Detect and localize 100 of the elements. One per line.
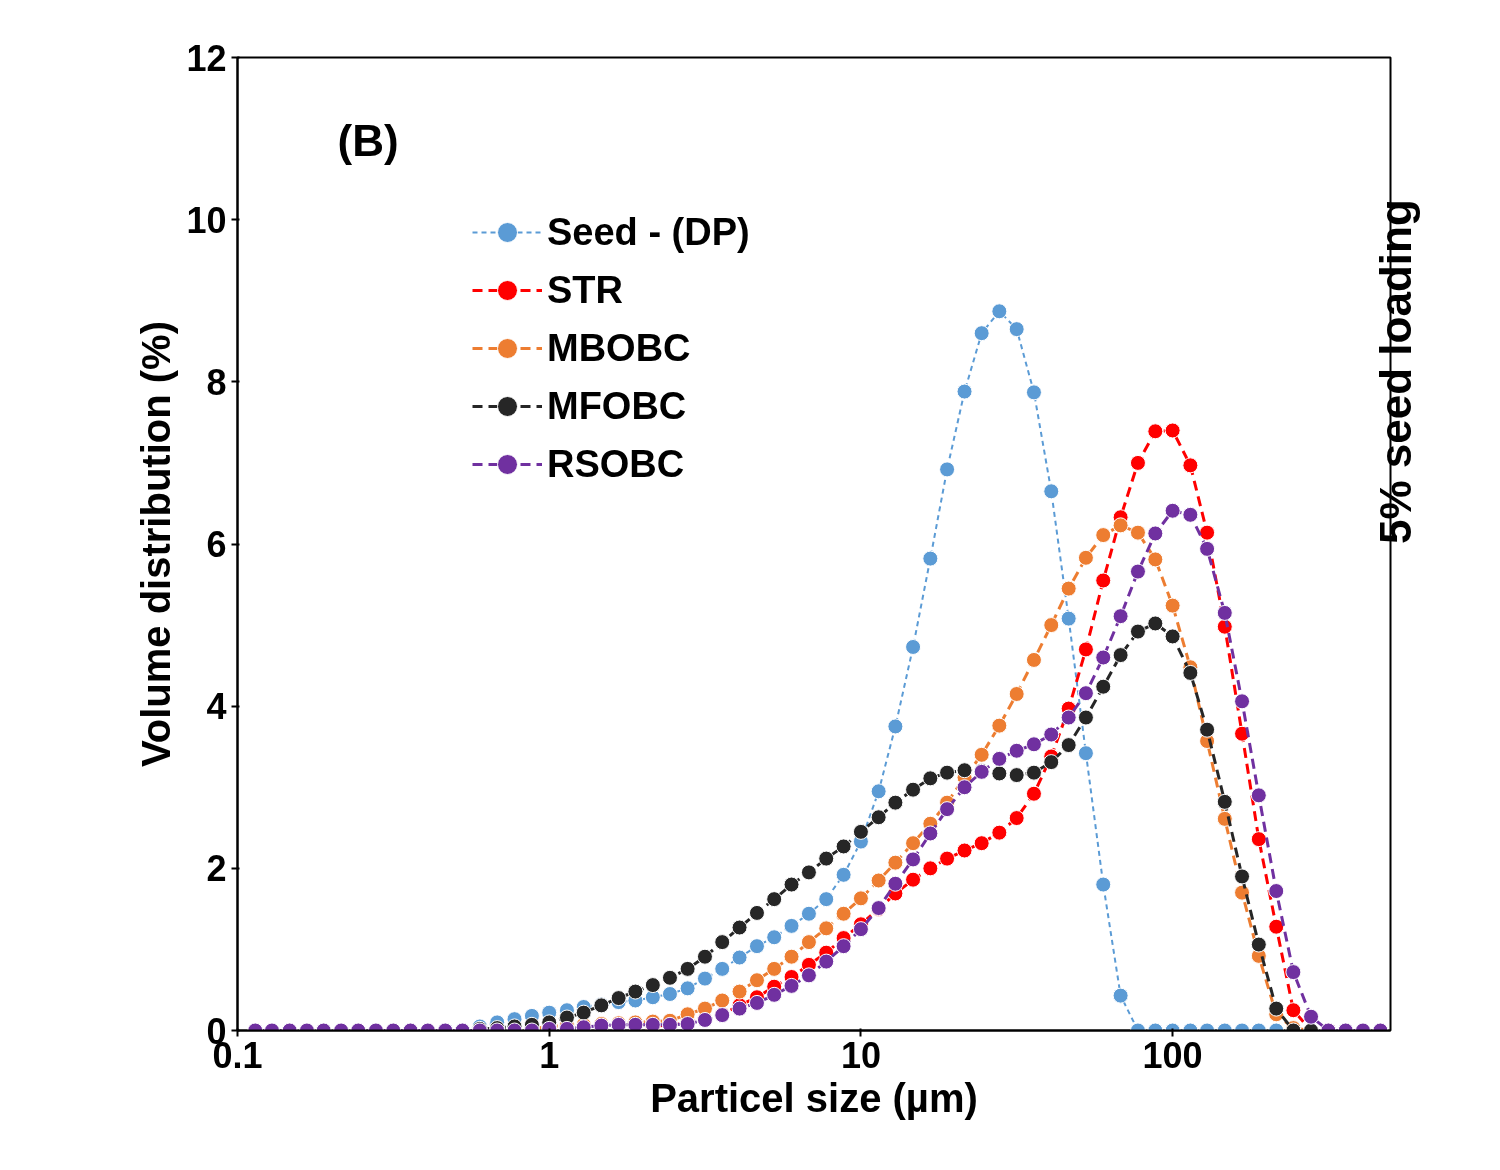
point	[1268, 918, 1285, 935]
point	[852, 890, 869, 907]
point	[818, 920, 835, 937]
point	[1250, 831, 1267, 848]
x-tick-label: 100	[1142, 1034, 1203, 1076]
point	[956, 762, 973, 779]
point	[1043, 617, 1060, 634]
point	[575, 1004, 592, 1021]
point	[922, 860, 939, 877]
point	[714, 934, 731, 951]
point	[1025, 384, 1042, 401]
legend-label: RSOBC	[547, 442, 685, 486]
y-tick-label: 4	[206, 686, 227, 728]
y-tick-label: 12	[186, 37, 227, 79]
point	[783, 948, 800, 965]
point	[661, 969, 678, 986]
point	[679, 960, 696, 977]
point	[1008, 321, 1025, 338]
point	[1268, 1000, 1285, 1017]
point	[1285, 1002, 1302, 1019]
point	[1216, 793, 1233, 810]
point	[1112, 647, 1129, 664]
point	[1095, 527, 1112, 544]
point	[905, 781, 922, 798]
point	[922, 770, 939, 787]
point	[870, 809, 887, 826]
point	[783, 917, 800, 934]
point	[991, 717, 1008, 734]
point	[1060, 580, 1077, 597]
point	[748, 904, 765, 921]
point	[800, 905, 817, 922]
point	[748, 972, 765, 989]
annotation: (B)	[337, 115, 399, 165]
point	[679, 980, 696, 997]
point	[1043, 754, 1060, 771]
point	[1182, 664, 1199, 681]
point	[939, 764, 956, 781]
point	[1025, 764, 1042, 781]
point	[1077, 549, 1094, 566]
point	[1182, 457, 1199, 474]
point	[905, 871, 922, 888]
point	[1164, 597, 1181, 614]
point	[714, 992, 731, 1009]
point	[766, 960, 783, 977]
point	[956, 842, 973, 859]
point	[1164, 628, 1181, 645]
point	[1199, 524, 1216, 541]
y-tick-label: 8	[206, 361, 227, 403]
point	[1008, 686, 1025, 702]
point	[1147, 615, 1164, 632]
point	[661, 986, 678, 1002]
point	[800, 864, 817, 881]
point	[731, 919, 748, 936]
point	[1077, 745, 1094, 762]
point	[1199, 721, 1216, 738]
point	[835, 838, 852, 855]
y-tick-label: 10	[186, 199, 227, 241]
point	[1112, 987, 1129, 1004]
point	[973, 746, 990, 763]
point	[1095, 572, 1112, 589]
point	[644, 977, 661, 994]
point	[1060, 737, 1077, 754]
point	[800, 934, 817, 951]
point	[1008, 767, 1025, 784]
y-axis-title: Volume distribution (%)	[134, 321, 179, 767]
point	[1164, 422, 1181, 439]
point	[939, 850, 956, 867]
legend-label: STR	[547, 268, 623, 312]
point	[610, 990, 627, 1007]
point	[835, 866, 852, 883]
point	[1025, 785, 1042, 802]
point	[731, 949, 748, 966]
point	[922, 550, 939, 567]
point	[1250, 936, 1267, 953]
point	[870, 783, 887, 800]
x-tick-label: 1	[539, 1034, 560, 1076]
point	[696, 948, 713, 965]
point	[1129, 454, 1146, 471]
point	[905, 638, 922, 655]
point	[818, 891, 835, 908]
point	[991, 765, 1008, 782]
point	[783, 876, 800, 893]
legend-label: Seed - (DP)	[547, 210, 750, 254]
x-axis-title: Particel size (µm)	[650, 1075, 978, 1120]
point	[818, 850, 835, 867]
point	[870, 872, 887, 889]
point	[714, 960, 731, 977]
point	[835, 905, 852, 922]
point	[1129, 623, 1146, 640]
point	[627, 983, 644, 1000]
point	[905, 835, 922, 852]
point	[1077, 709, 1094, 726]
point	[1043, 483, 1060, 500]
point	[1234, 868, 1251, 885]
point	[1147, 551, 1164, 568]
point	[973, 325, 990, 342]
legend-label: MFOBC	[547, 384, 687, 428]
point	[887, 718, 904, 735]
point	[1095, 678, 1112, 695]
point	[1060, 610, 1077, 627]
